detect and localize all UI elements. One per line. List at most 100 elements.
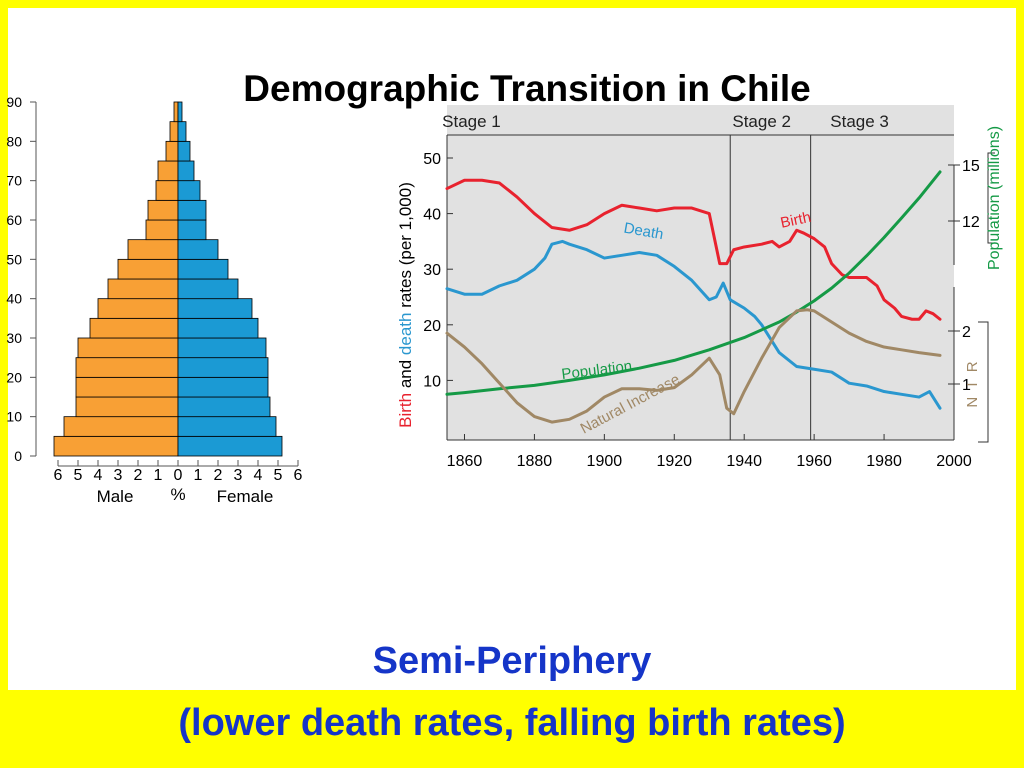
pyramid-bar-male (75, 376, 179, 398)
pyramid-bar-male (89, 317, 179, 339)
pyramid-bar-female (177, 258, 229, 280)
pyramid-bar-female (177, 199, 207, 221)
pyramid-bar-male (127, 239, 179, 260)
pyramid-x-tick-label: 2 (214, 467, 223, 484)
slide-subtitle: Semi-Periphery (372, 640, 652, 682)
pyramid-bar-female (177, 357, 269, 378)
pyramid-bar-female (177, 140, 191, 162)
population-tick-label: 15 (962, 158, 980, 175)
pyramid-y-tick-label: 50 (6, 251, 22, 267)
stage-header-band (447, 105, 954, 135)
stage-label: Stage 1 (442, 112, 501, 131)
pyramid-x-tick-label: 5 (74, 467, 83, 484)
transition-x-tick-label: 1920 (656, 453, 692, 470)
pyramid-x-tick-label: 5 (274, 467, 283, 484)
transition-y-tick-label: 40 (423, 207, 441, 224)
transition-lines (445, 170, 942, 424)
slide-title: Demographic Transition in Chile (243, 68, 811, 109)
series-line-natural-increase (445, 308, 942, 424)
pyramid-x-tick-label: 3 (114, 467, 123, 484)
pyramid-bar-female (177, 337, 267, 359)
pyramid-x-tick-label: 3 (234, 467, 243, 484)
transition-x-tick-label: 2000 (936, 453, 972, 470)
pyramid-y-tick-label: 80 (6, 133, 22, 149)
transition-y-axis-title-part: and (396, 360, 415, 393)
pyramid-y-tick-label: 0 (14, 448, 22, 464)
pyramid-bar-male (169, 121, 179, 142)
stage-label: Stage 2 (732, 112, 791, 131)
population-axis-title: Population (millions) (986, 126, 1003, 270)
transition-x-tick-label: 1860 (447, 453, 483, 470)
pyramid-bar-female (177, 239, 219, 260)
pyramid-bar-female (177, 101, 183, 123)
pyramid-female-label: Female (217, 487, 274, 506)
transition-x-tick-label: 1880 (517, 453, 553, 470)
stage-label: Stage 3 (830, 112, 889, 131)
pyramid-bar-male (75, 357, 179, 378)
pyramid-bar-female (177, 180, 201, 201)
series-annotation: Birth (779, 209, 813, 232)
pyramid-bar-male (117, 258, 179, 280)
pyramid-bars (53, 101, 283, 457)
demographic-transition-chart: 10 20 30 40 50 1860 1880 1900 1920 1940 1960 1980 20… (396, 105, 1003, 470)
pyramid-x-tick-label: 6 (294, 467, 303, 484)
transition-x-tick-label: 1940 (726, 453, 762, 470)
pyramid-bar-male (77, 337, 179, 359)
pyramid-bar-female (177, 317, 259, 339)
transition-y-axis-title-part: rates (per 1,000) (396, 182, 415, 312)
pyramid-bar-female (177, 376, 269, 398)
transition-plot-background (447, 135, 954, 440)
pyramid-x-tick-label: 2 (134, 467, 143, 484)
pyramid-bar-female (177, 219, 207, 241)
pyramid-bar-male (145, 219, 179, 241)
transition-y-axis-title-part: Birth (396, 393, 415, 428)
pyramid-bar-female (177, 121, 187, 142)
population-tick-label: 12 (962, 214, 980, 231)
transition-plot-area (447, 105, 954, 440)
pyramid-bar-male (107, 278, 179, 300)
pyramid-y-tick-label: 60 (6, 212, 22, 228)
pyramid-male-label: Male (97, 487, 134, 506)
pyramid-percent-label: % (170, 485, 185, 504)
pyramid-y-tick-label: 40 (6, 291, 22, 307)
transition-y-axis-title-part: death (396, 313, 415, 360)
pyramid-bar-female (177, 435, 283, 457)
series-annotation: Death (622, 220, 664, 244)
series-line-population (445, 170, 942, 396)
pyramid-bar-male (75, 396, 179, 418)
pyramid-x-tick-label: 4 (94, 467, 103, 484)
transition-x-tick-label: 1960 (796, 453, 832, 470)
population-bracket (987, 152, 995, 244)
pyramid-bar-male (165, 140, 179, 162)
nir-tick-label: 2 (962, 324, 971, 341)
pyramid-bar-female (177, 160, 195, 182)
pyramid-bar-male (157, 160, 179, 182)
pyramid-x-tick-label: 1 (194, 467, 203, 484)
transition-y-tick-label: 10 (423, 373, 441, 390)
pyramid-bar-male (97, 298, 179, 319)
pyramid-x-tick-label: 1 (154, 467, 163, 484)
pyramid-bar-male (147, 199, 179, 221)
transition-x-tick-label: 1900 (587, 453, 623, 470)
pyramid-y-tick-label: 10 (6, 409, 22, 425)
pyramid-y-tick-label: 30 (6, 330, 22, 346)
pyramid-bar-female (177, 278, 239, 300)
slide-caption: (lower death rates, falling birth rates) (178, 702, 846, 744)
pyramid-bar-female (177, 396, 271, 418)
pyramid-bar-female (177, 298, 253, 319)
pyramid-bar-female (177, 416, 277, 437)
series-line-birth (445, 178, 942, 321)
transition-y-tick-label: 20 (423, 318, 441, 335)
transition-y-axis-title: Birth and death rates (per 1,000) (396, 182, 415, 428)
pyramid-bar-male (173, 101, 179, 123)
pyramid-y-tick-label: 90 (6, 94, 22, 110)
transition-x-tick-label: 1980 (866, 453, 902, 470)
nir-bracket (978, 321, 989, 443)
nir-axis-title: N I R (964, 358, 981, 407)
pyramid-bar-male (155, 180, 179, 201)
pyramid-x-tick-label: 6 (54, 467, 63, 484)
transition-y-tick-label: 30 (423, 262, 441, 279)
transition-y-tick-label: 50 (423, 151, 441, 168)
